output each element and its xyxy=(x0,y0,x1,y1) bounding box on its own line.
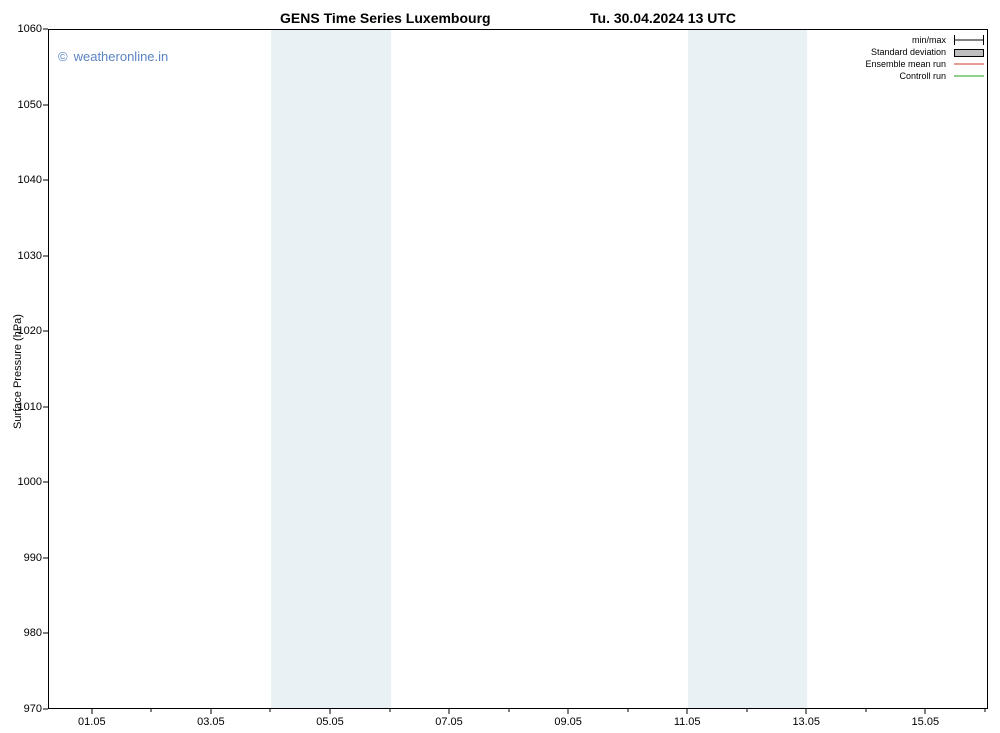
y-tick-mark xyxy=(43,633,48,634)
chart-title-right: Tu. 30.04.2024 13 UTC xyxy=(590,10,736,26)
y-tick-label: 1030 xyxy=(10,250,42,262)
chart-title-left: GENS Time Series Luxembourg xyxy=(280,10,491,26)
legend-label: Ensemble mean run xyxy=(865,58,952,70)
y-tick-mark xyxy=(43,255,48,256)
y-tick-label: 1000 xyxy=(10,476,42,488)
x-tick-label: 11.05 xyxy=(674,716,701,728)
weekend-shade xyxy=(271,30,331,708)
y-tick-mark xyxy=(43,406,48,407)
y-tick-mark xyxy=(43,482,48,483)
x-minor-tick-mark xyxy=(270,709,271,712)
x-tick-label: 07.05 xyxy=(435,716,463,728)
pressure-chart: GENS Time Series Luxembourg Tu. 30.04.20… xyxy=(0,0,1000,733)
x-tick-mark xyxy=(449,709,450,714)
legend-label: min/max xyxy=(912,34,952,46)
x-tick-mark xyxy=(210,709,211,714)
legend-swatch xyxy=(954,34,984,46)
x-tick-label: 15.05 xyxy=(912,716,940,728)
x-minor-tick-mark xyxy=(865,709,866,712)
weekend-shade xyxy=(688,30,748,708)
y-tick-mark xyxy=(43,709,48,710)
legend-item: Controll run xyxy=(865,70,984,82)
y-tick-mark xyxy=(43,180,48,181)
y-tick-label: 980 xyxy=(10,627,42,639)
y-tick-label: 1040 xyxy=(10,174,42,186)
y-tick-label: 1010 xyxy=(10,401,42,413)
x-tick-label: 09.05 xyxy=(554,716,582,728)
copyright-icon: © xyxy=(58,49,68,64)
legend-swatch xyxy=(954,70,984,82)
weekend-shade xyxy=(748,30,808,708)
x-tick-mark xyxy=(330,709,331,714)
legend-item: Standard deviation xyxy=(865,46,984,58)
x-tick-label: 05.05 xyxy=(316,716,344,728)
legend-label: Controll run xyxy=(899,70,952,82)
x-tick-label: 03.05 xyxy=(197,716,225,728)
y-tick-label: 1020 xyxy=(10,325,42,337)
x-tick-mark xyxy=(568,709,569,714)
y-tick-mark xyxy=(43,331,48,332)
y-tick-mark xyxy=(43,557,48,558)
x-minor-tick-mark xyxy=(508,709,509,712)
x-tick-label: 01.05 xyxy=(78,716,106,728)
legend: min/maxStandard deviationEnsemble mean r… xyxy=(865,34,984,82)
x-tick-mark xyxy=(91,709,92,714)
y-tick-label: 1050 xyxy=(10,99,42,111)
x-minor-tick-mark xyxy=(151,709,152,712)
x-minor-tick-mark xyxy=(389,709,390,712)
legend-swatch xyxy=(954,58,984,70)
legend-swatch xyxy=(954,49,984,57)
y-tick-mark xyxy=(43,104,48,105)
y-tick-label: 970 xyxy=(10,703,42,715)
x-minor-tick-mark xyxy=(627,709,628,712)
x-tick-mark xyxy=(806,709,807,714)
x-minor-tick-mark xyxy=(984,709,985,712)
x-tick-mark xyxy=(925,709,926,714)
y-tick-label: 1060 xyxy=(10,23,42,35)
plot-area xyxy=(48,29,988,709)
legend-item: min/max xyxy=(865,34,984,46)
weekend-shade xyxy=(331,30,391,708)
legend-label: Standard deviation xyxy=(871,46,952,58)
watermark: © weatheronline.in xyxy=(58,49,168,64)
x-minor-tick-mark xyxy=(746,709,747,712)
y-tick-mark xyxy=(43,29,48,30)
x-tick-mark xyxy=(687,709,688,714)
legend-item: Ensemble mean run xyxy=(865,58,984,70)
watermark-text: weatheronline.in xyxy=(74,49,169,64)
x-tick-label: 13.05 xyxy=(792,716,820,728)
y-tick-label: 990 xyxy=(10,552,42,564)
